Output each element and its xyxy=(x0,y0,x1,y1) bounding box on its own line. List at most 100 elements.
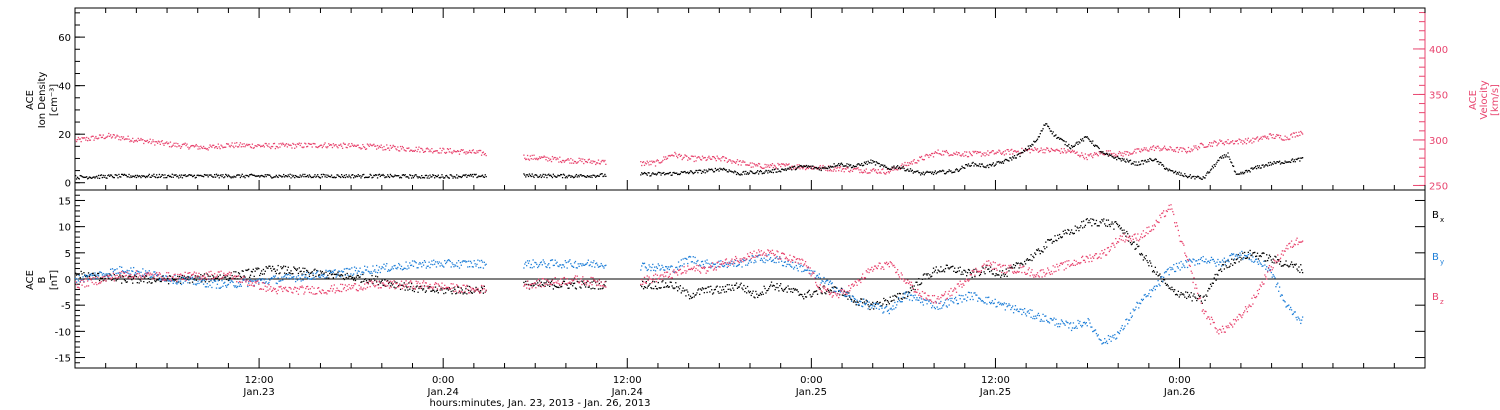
series-bx-point xyxy=(1286,264,1288,266)
velocity-series-point xyxy=(126,138,128,140)
series-bx-point xyxy=(349,275,351,277)
density-series-point xyxy=(1169,169,1171,171)
velocity-series-point xyxy=(768,164,770,166)
density-series-point xyxy=(910,170,913,172)
series-bx-point xyxy=(892,295,894,297)
series-bx-point xyxy=(759,292,762,295)
series-bx-point xyxy=(906,291,908,293)
series-bx-point xyxy=(1124,232,1126,234)
density-series-point xyxy=(918,171,920,174)
time-tick-label: 0:00 xyxy=(1168,375,1190,386)
series-bx-point xyxy=(410,286,412,288)
series-by-point xyxy=(365,269,368,271)
density-series-point xyxy=(738,173,740,176)
velocity-series-point xyxy=(275,145,277,148)
series-by-point xyxy=(945,305,948,307)
series-by-point xyxy=(294,278,296,280)
velocity-series-point xyxy=(949,154,951,156)
series-by-point xyxy=(456,262,458,264)
series-bx-point xyxy=(1238,261,1240,263)
series-by-point xyxy=(141,275,143,277)
density-series-point xyxy=(177,175,179,177)
series-bx-point xyxy=(995,273,997,275)
density-series-point xyxy=(156,176,159,179)
velocity-series-point xyxy=(729,159,731,161)
series-bx-point xyxy=(139,279,141,281)
series-by-point xyxy=(816,274,819,277)
density-series-point xyxy=(294,174,297,177)
velocity-series-point xyxy=(667,155,670,157)
velocity-series-point xyxy=(227,143,230,145)
series-by-point xyxy=(715,266,717,269)
series-bx-point xyxy=(247,269,249,271)
velocity-series-point xyxy=(1289,138,1291,140)
velocity-series-point xyxy=(1223,144,1226,146)
series-by-point xyxy=(137,270,139,273)
density-series-point xyxy=(527,175,530,178)
density-series-point xyxy=(660,174,662,176)
series-by-point xyxy=(586,262,589,264)
series-by-point xyxy=(340,276,342,278)
density-series-point xyxy=(167,175,169,177)
density-series-point xyxy=(1179,174,1181,176)
velocity-series-point xyxy=(213,144,215,147)
velocity-series-point xyxy=(379,146,381,148)
density-series-point xyxy=(1173,172,1175,174)
series-bx-point xyxy=(366,281,369,284)
series-by-point xyxy=(232,281,234,283)
density-series-point xyxy=(472,176,474,178)
velocity-series-point xyxy=(1213,140,1215,142)
series-by-point xyxy=(587,259,589,261)
series-by xyxy=(75,250,1304,345)
velocity-series-point xyxy=(1232,143,1235,145)
velocity-series-point xyxy=(1079,156,1081,158)
density-series-point xyxy=(800,164,802,167)
series-by-point xyxy=(446,260,449,262)
series-bx-point xyxy=(1116,222,1118,225)
series-by-point xyxy=(398,262,400,265)
series-bx-point xyxy=(293,266,295,268)
density-series-point xyxy=(820,169,822,172)
density-series-point xyxy=(452,177,454,179)
density-series-point xyxy=(379,175,381,178)
series-by-point xyxy=(995,306,997,308)
velocity-series-point xyxy=(685,155,687,157)
series-by-point xyxy=(144,273,146,275)
velocity-series-point xyxy=(863,169,866,172)
density-series-point xyxy=(408,177,410,179)
series-by-point xyxy=(889,308,891,310)
velocity-series-point xyxy=(332,143,335,145)
density-series-point xyxy=(773,169,775,171)
series-bx-point xyxy=(896,293,899,295)
density-series-point xyxy=(1197,175,1199,177)
velocity-series-point xyxy=(1240,141,1242,143)
density-series-point xyxy=(485,175,487,178)
density-series-point xyxy=(1151,160,1154,162)
series-by-point xyxy=(765,259,767,261)
series-by-point xyxy=(218,287,220,289)
series-bx-point xyxy=(380,280,382,283)
density-series-point xyxy=(381,174,383,177)
velocity-series-point xyxy=(1265,136,1267,138)
velocity-series-point xyxy=(690,155,693,157)
series-bx-point xyxy=(115,280,117,282)
density-series-point xyxy=(440,176,442,178)
velocity-series-point xyxy=(1106,152,1109,155)
series-bx-point xyxy=(1063,233,1065,235)
density-series-point xyxy=(167,174,170,177)
density-series-point xyxy=(1052,131,1054,133)
series-bx-point xyxy=(375,275,377,277)
density-series-point xyxy=(1070,148,1072,150)
series-by-point xyxy=(823,276,825,279)
density-series-point xyxy=(1217,159,1219,162)
velocity-series-point xyxy=(959,154,961,157)
series-by-point xyxy=(338,270,340,272)
velocity-series-point xyxy=(485,154,487,157)
series-by-point xyxy=(133,273,136,276)
series-by-point xyxy=(692,256,694,258)
density-series-point xyxy=(148,173,150,176)
series-by-point xyxy=(240,285,242,287)
series-bx-point xyxy=(542,284,544,287)
density-series-point xyxy=(1095,145,1098,147)
velocity-series-point xyxy=(1040,147,1042,149)
